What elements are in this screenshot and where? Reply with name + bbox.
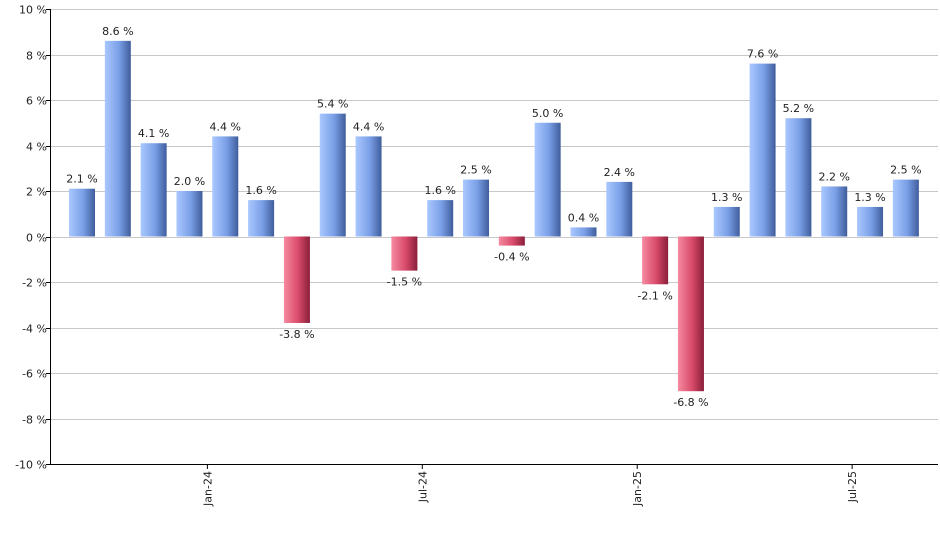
bar-value-label: 2.4 % xyxy=(604,166,635,179)
bar-value-label: 2.5 % xyxy=(460,164,491,177)
bar-value-label: -0.4 % xyxy=(494,251,529,264)
bar xyxy=(212,136,239,237)
bar-value-label: 4.4 % xyxy=(353,120,384,133)
bar-value-label: -1.5 % xyxy=(387,276,422,289)
bar xyxy=(391,236,418,271)
y-axis-tick-labels: 10 % 8 % 6 % 4 % 2 % 0 % -2 % -4 % -6 % -8 % -10 % xyxy=(15,4,47,472)
y-tick-label: -6 % xyxy=(22,368,47,381)
y-tick-label: -2 % xyxy=(22,277,47,290)
bar-value-label: 8.6 % xyxy=(102,25,133,38)
bar-value-label: 5.4 % xyxy=(317,98,348,111)
bar-value-label: -6.8 % xyxy=(673,396,708,409)
bar-value-label: 0.4 % xyxy=(568,211,599,224)
bar-value-label: 5.0 % xyxy=(532,107,563,120)
bar-value-label: -3.8 % xyxy=(279,328,314,341)
y-tick-label: 4 % xyxy=(26,141,47,154)
y-tick-label: 0 % xyxy=(26,232,47,245)
x-tick-label: Jul-24 xyxy=(416,471,429,503)
bar xyxy=(176,191,203,237)
bar xyxy=(140,143,167,237)
bar xyxy=(319,113,346,237)
bar-value-label: 2.0 % xyxy=(174,175,205,188)
bar xyxy=(498,236,525,246)
bar xyxy=(104,40,131,237)
bar xyxy=(821,186,848,237)
gridlines xyxy=(50,9,938,465)
bar xyxy=(749,63,776,237)
x-tick-label: Jan-24 xyxy=(201,471,214,507)
bar-value-label: -2.1 % xyxy=(637,289,672,302)
y-tick-label: -10 % xyxy=(15,459,47,472)
bar xyxy=(785,118,812,237)
axes xyxy=(46,9,938,469)
bar xyxy=(283,236,310,323)
bar xyxy=(463,179,490,237)
y-tick-label: 6 % xyxy=(26,95,47,108)
x-tick-label: Jul-25 xyxy=(846,471,859,503)
bar-value-label: 4.4 % xyxy=(210,120,241,133)
bar-value-label: 5.2 % xyxy=(783,102,814,115)
bar xyxy=(606,181,633,237)
bar xyxy=(642,236,669,285)
bar-value-label: 1.3 % xyxy=(854,191,885,204)
y-tick-label: -8 % xyxy=(22,414,47,427)
bar xyxy=(534,122,561,237)
x-axis-tick-labels: Jan-24 Jul-24 Jan-25 Jul-25 xyxy=(201,471,859,507)
y-tick-label: 2 % xyxy=(26,186,47,199)
bar-value-label: 1.6 % xyxy=(245,184,276,197)
y-tick-label: 10 % xyxy=(19,4,47,17)
bar-value-label: 7.6 % xyxy=(747,48,778,61)
bar xyxy=(355,136,382,237)
bar-value-label: 1.3 % xyxy=(711,191,742,204)
data-labels: 2.1 % 8.6 % 4.1 % 2.0 % 4.4 % 1.6 % -3.8 % 5.4 … xyxy=(66,25,921,409)
bar xyxy=(427,200,454,237)
bars xyxy=(69,40,919,392)
bar xyxy=(570,227,597,237)
bar-value-label: 2.2 % xyxy=(818,170,849,183)
bar xyxy=(69,188,95,237)
x-tick-label: Jan-25 xyxy=(631,471,644,507)
bar xyxy=(857,206,884,237)
bar-value-label: 4.1 % xyxy=(138,127,169,140)
y-tick-label: -4 % xyxy=(22,323,47,336)
bar xyxy=(713,206,740,237)
bar xyxy=(892,179,919,237)
y-tick-label: 8 % xyxy=(26,50,47,63)
bar-value-label: 1.6 % xyxy=(424,184,455,197)
bar-value-label: 2.5 % xyxy=(890,164,921,177)
bar xyxy=(248,200,275,237)
bar xyxy=(677,236,704,392)
bar-value-label: 2.1 % xyxy=(66,173,97,186)
